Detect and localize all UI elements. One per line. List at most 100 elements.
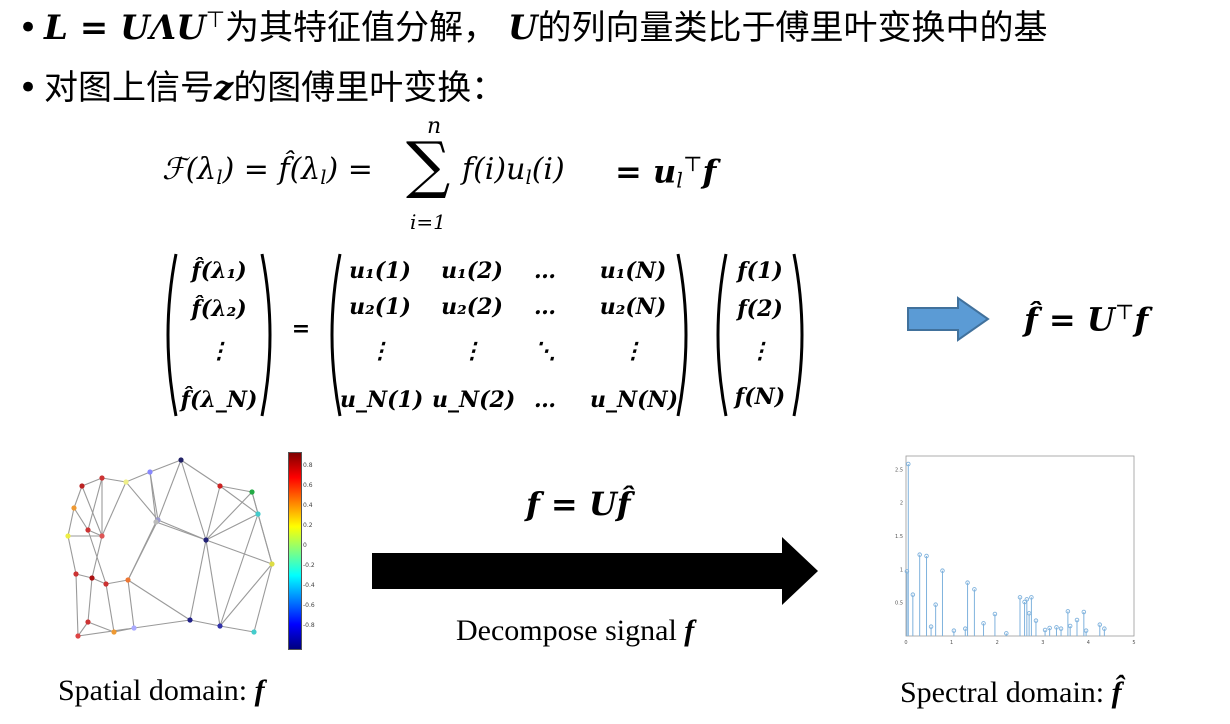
stem-marker (965, 580, 970, 585)
matrix-entry: u₁(2) (441, 258, 503, 284)
graph-node (65, 533, 71, 539)
matrix-entry: … (534, 294, 556, 320)
transpose-sup: ⊤ (205, 7, 225, 33)
stem-marker (928, 624, 934, 629)
blue-arrow-icon (907, 296, 990, 342)
graph-node (99, 475, 105, 481)
spectral-stem-chart: 0.5 1 1.5 2 2.5 0 1 2 3 4 5 (895, 455, 1136, 646)
stem-marker (992, 611, 998, 617)
stem-marker (1042, 627, 1048, 633)
z-math: z (214, 68, 234, 108)
graph-edge (205, 485, 221, 541)
graph-node (85, 527, 91, 533)
colorbar (288, 452, 302, 650)
colorbar-tick-label: -0.4 (303, 582, 315, 589)
graph-edge (253, 563, 273, 633)
y-tick-label: 1 (900, 567, 903, 573)
graph-edge (77, 621, 89, 637)
lhs-vector-entry: f̂(λ_N) (180, 387, 258, 413)
graph-node (75, 633, 81, 639)
graph-edge (219, 563, 273, 627)
graph-edge (81, 477, 103, 487)
big-arrow-icon (372, 537, 818, 605)
graph-edge (251, 491, 273, 565)
formula-lhs: ℱ(λl) = f̂(λl) = (162, 152, 373, 189)
graph-edge (205, 539, 273, 565)
stem-marker (1058, 626, 1064, 631)
matrix-entry: u₁(1) (349, 258, 411, 284)
graph-edge (87, 529, 107, 585)
graph-node (85, 619, 91, 625)
y-tick-label: 0.5 (895, 601, 903, 607)
matrix-entry: ⋮ (461, 338, 483, 364)
colorbar-tick-label: -0.2 (303, 562, 315, 569)
stem-marker (933, 602, 938, 607)
stem-marker (981, 621, 986, 626)
graph-node (249, 489, 255, 495)
colorbar-tick-label: 0.6 (303, 482, 313, 489)
formula-rhs: = ul⊤f (615, 152, 717, 193)
y-tick-label: 2.5 (895, 467, 903, 473)
graph-edge (205, 491, 253, 541)
graph-edge (67, 535, 77, 575)
graph-edge (219, 485, 259, 515)
equals-sign: = (291, 316, 311, 342)
graph-node (79, 483, 85, 489)
matrix-entry: ⋮ (622, 338, 644, 364)
graph-edge (125, 471, 151, 483)
spatial-domain-caption: Spatial domain: f (58, 674, 265, 707)
stem-marker (1029, 595, 1034, 600)
spatial-graph (65, 457, 275, 639)
lhs-vector-entry: f̂(λ₂) (191, 296, 247, 322)
matrix-entry: u_N(1) (340, 387, 424, 413)
colorbar-tick-label: 0.2 (303, 522, 313, 529)
graph-edge (127, 579, 135, 629)
sum-upper-limit: n (427, 114, 442, 139)
graph-node (111, 629, 117, 635)
graph-edge (219, 513, 259, 627)
stem-marker (1083, 628, 1089, 633)
stem-marker (1054, 625, 1059, 630)
graph-node (255, 511, 261, 517)
graph-edge (87, 621, 115, 633)
sum-symbol: ∑ (406, 128, 451, 201)
matrix-entry: ⋮ (369, 338, 391, 364)
graph-node (123, 479, 129, 485)
spectral-domain-caption: Spectral domain: f̂ (900, 676, 1122, 709)
sum-lower-limit: i=1 (410, 210, 446, 234)
graph-edge (155, 521, 207, 541)
graph-edge (75, 573, 79, 637)
matrix-entry: … (534, 258, 556, 284)
rhs-vector-entry: f(1) (737, 258, 783, 284)
bullet-text: 的列向量类比于傅里叶变换中的基 (537, 8, 1048, 49)
graph-node (178, 457, 184, 463)
graph-edge (157, 459, 182, 521)
stem-marker (917, 552, 922, 557)
stem-marker (1081, 609, 1087, 615)
graph-edge (205, 513, 259, 541)
stem-marker (1097, 622, 1103, 627)
graph-node (251, 629, 257, 635)
graph-edge (101, 477, 127, 483)
graph-node (89, 575, 95, 581)
graph-edge (73, 485, 83, 509)
x-tick-label: 1 (950, 640, 953, 646)
matrix-right-paren (676, 253, 688, 417)
graph-edge (219, 625, 255, 633)
bullet-text: 的图傅里叶变换： (233, 68, 506, 108)
graph-edge (125, 481, 159, 521)
bullet-dot: • (18, 8, 39, 49)
x-tick-label: 2 (996, 640, 999, 646)
graph-edge (180, 459, 207, 541)
graph-node (125, 577, 131, 583)
graph-node (187, 617, 193, 623)
colorbar-tick-label: -0.8 (303, 622, 315, 629)
graph-edge (180, 459, 221, 487)
left-paren (166, 253, 178, 417)
graph-edge (219, 485, 253, 493)
y-tick-label: 2 (900, 501, 903, 507)
graph-node (103, 581, 109, 587)
stem-marker (910, 592, 916, 597)
rhs-vector-entry: f(2) (737, 296, 783, 322)
bullet-graph-fourier: • 对图上信号z的图傅里叶变换： (18, 68, 505, 108)
